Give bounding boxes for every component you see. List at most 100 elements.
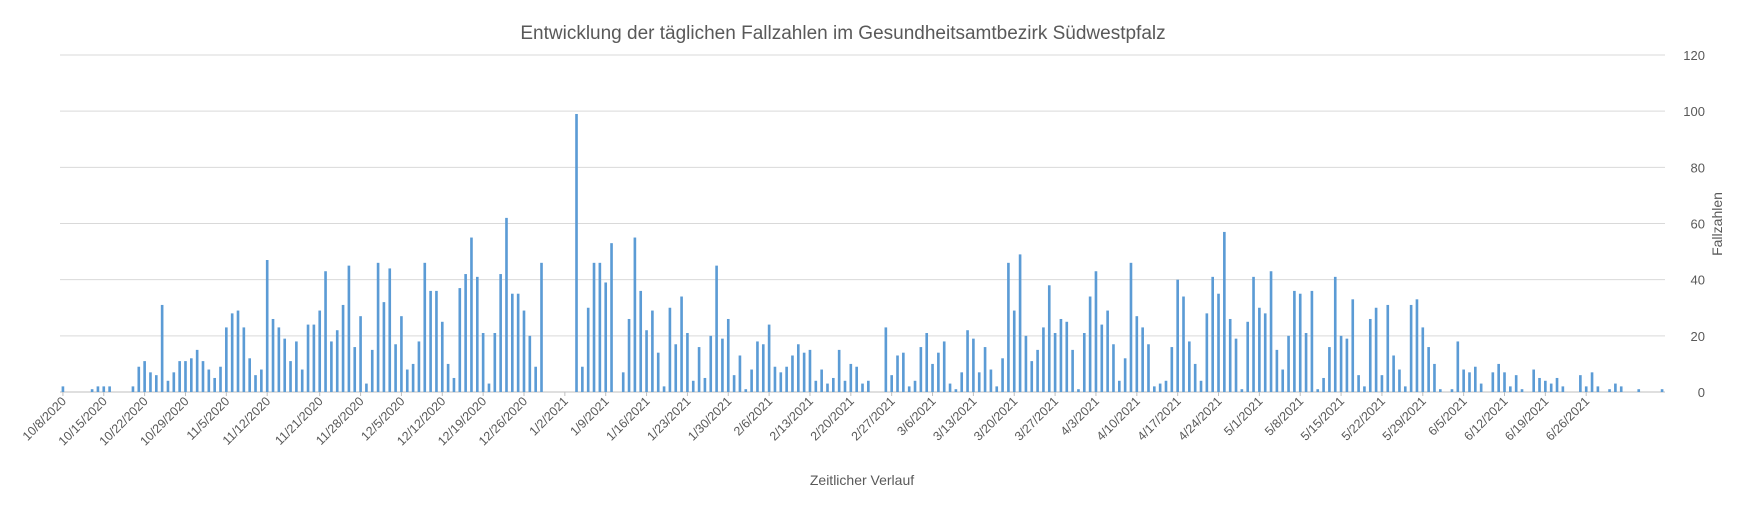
bar (610, 243, 613, 392)
bar (160, 304, 164, 392)
bar (90, 389, 94, 392)
bar (1398, 369, 1401, 392)
bar (633, 237, 637, 392)
bar (1205, 313, 1209, 392)
bar (493, 333, 497, 392)
bar (1357, 375, 1360, 392)
bar (236, 310, 240, 392)
bar (178, 361, 181, 392)
x-tick-label: 3/20/2021 (971, 394, 1020, 443)
bar (1007, 262, 1010, 392)
bar (1170, 347, 1174, 392)
bar (937, 352, 940, 392)
y-tick-label: 40 (1691, 273, 1705, 288)
bar (779, 372, 783, 392)
bar (1462, 369, 1465, 392)
bar (359, 316, 362, 392)
bar (1520, 389, 1524, 392)
bar (277, 327, 281, 392)
y-tick-label: 100 (1683, 104, 1705, 119)
bar (703, 377, 707, 392)
bar (516, 293, 520, 392)
bar (458, 288, 462, 392)
bar (470, 237, 473, 392)
bar (966, 330, 969, 392)
bar (446, 363, 450, 392)
bar (744, 389, 748, 392)
bar (289, 361, 292, 392)
x-tick-label: 1/16/2021 (603, 394, 652, 443)
x-tick-label: 6/26/2021 (1543, 394, 1592, 443)
bar (166, 380, 170, 392)
bar (1345, 338, 1349, 392)
bar (1415, 299, 1419, 392)
bar (1614, 383, 1617, 392)
bar (896, 355, 899, 392)
x-tick-label: 5/15/2021 (1298, 394, 1347, 443)
bar (1380, 375, 1384, 392)
bar (1188, 341, 1191, 392)
bar (1310, 290, 1314, 392)
bar (1287, 335, 1290, 392)
bar (1024, 335, 1028, 392)
bar (528, 335, 532, 392)
x-axis-label: Zeitlicher Verlauf (810, 472, 914, 488)
bar (481, 333, 485, 392)
bar (1106, 310, 1109, 392)
bar (1263, 313, 1267, 392)
y-tick-label: 0 (1698, 385, 1705, 400)
bar (295, 341, 298, 392)
bar (423, 262, 427, 392)
bar (1456, 341, 1460, 392)
bar (1386, 304, 1390, 392)
bar (1333, 276, 1337, 392)
x-tick-label: 1/2/2021 (527, 394, 571, 438)
bar (1223, 231, 1226, 392)
bar (1619, 386, 1623, 392)
x-tick-label: 6/12/2021 (1461, 394, 1510, 443)
bar (154, 375, 158, 392)
bar (1269, 271, 1273, 392)
bar (411, 363, 415, 392)
bar (1298, 293, 1302, 392)
bar (656, 352, 660, 392)
bar (505, 217, 508, 392)
x-tick-label: 1/23/2021 (644, 394, 693, 443)
bar (1042, 327, 1045, 392)
bar (143, 361, 146, 392)
bar (1392, 355, 1395, 392)
bar (254, 375, 257, 392)
bar (190, 358, 193, 392)
bar (925, 333, 929, 392)
bar (960, 372, 964, 392)
bar (1018, 254, 1022, 392)
bar (1082, 333, 1086, 392)
y-tick-label: 20 (1691, 329, 1705, 344)
bar (785, 366, 788, 392)
bar (1555, 377, 1559, 392)
bar (1608, 389, 1611, 392)
bar (335, 330, 339, 392)
bar (1030, 361, 1034, 392)
bar (680, 296, 683, 392)
bar (691, 380, 695, 392)
bar (1094, 271, 1098, 392)
bar (405, 369, 409, 392)
bar (849, 363, 853, 392)
bar (306, 324, 310, 392)
bar (1339, 335, 1343, 392)
bar (499, 274, 502, 392)
bar (1561, 386, 1565, 392)
bar (312, 324, 316, 392)
x-tick-label: 5/29/2021 (1380, 394, 1429, 443)
bar (108, 386, 111, 392)
bar (983, 347, 987, 392)
bar (388, 268, 392, 392)
bar (195, 349, 199, 393)
bar (341, 304, 345, 392)
gridlines (60, 54, 1665, 393)
bar (832, 377, 835, 392)
bar (452, 377, 456, 392)
bar (977, 372, 981, 392)
bar (586, 307, 590, 392)
